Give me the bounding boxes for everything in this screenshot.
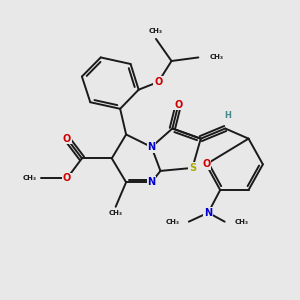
Text: O: O	[154, 77, 163, 87]
Text: CH₃: CH₃	[165, 219, 179, 225]
Text: CH₃: CH₃	[234, 219, 248, 225]
Text: O: O	[63, 173, 71, 183]
Text: O: O	[202, 159, 210, 169]
Text: O: O	[63, 134, 71, 144]
Text: N: N	[204, 208, 212, 218]
Text: S: S	[189, 163, 196, 173]
Text: CH₃: CH₃	[22, 176, 37, 182]
Text: N: N	[147, 177, 156, 187]
Text: H: H	[224, 111, 231, 120]
Text: O: O	[174, 100, 182, 110]
Text: CH₃: CH₃	[210, 54, 224, 60]
Text: CH₃: CH₃	[109, 210, 123, 216]
Text: CH₃: CH₃	[149, 28, 163, 34]
Text: N: N	[147, 142, 156, 152]
